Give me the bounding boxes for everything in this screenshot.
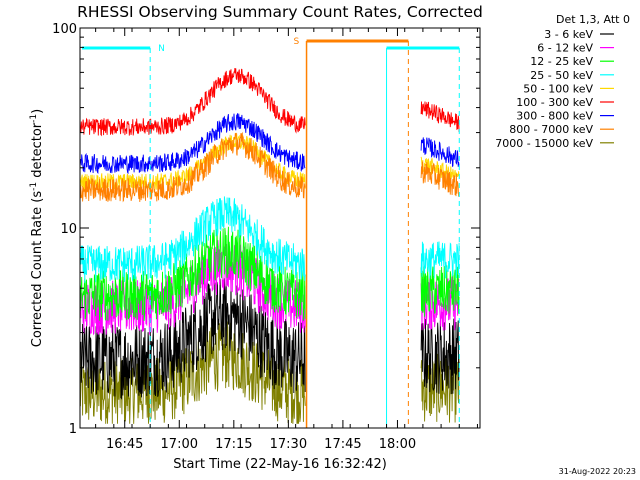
legend-label: 25 - 50 keV [530, 69, 593, 82]
data-layer [79, 67, 460, 424]
legend-title: Det 1,3, Att 0 [556, 13, 630, 26]
series-line [79, 196, 306, 284]
timestamp: 31-Aug-2022 20:23 [559, 467, 636, 476]
x-tick-label: 17:00 [161, 437, 198, 452]
x-tick-label: 18:00 [379, 437, 416, 452]
legend-label: 12 - 25 keV [530, 55, 593, 68]
y-axis-label-close: ) [30, 109, 45, 114]
series-line [79, 321, 306, 424]
saa-label: S [294, 37, 300, 47]
y-axis-label-main: Corrected Count Rate (s [30, 191, 45, 348]
y-axis-label-sup-2: -1 [29, 114, 39, 123]
y-axis-label-mid: detector [30, 122, 45, 182]
series-line [420, 101, 460, 133]
series-line [420, 241, 460, 279]
y-tick-label: 10 [60, 222, 77, 237]
x-tick-label: 16:45 [106, 437, 143, 452]
series-line [420, 161, 460, 197]
series-line [79, 113, 306, 175]
y-tick-label: 100 [52, 22, 77, 37]
legend-label: 800 - 7000 keV [509, 123, 593, 136]
chart-title: RHESSI Observing Summary Count Rates, Co… [77, 3, 483, 21]
series-line [79, 131, 306, 203]
y-axis-label-sup: -1 [29, 182, 39, 191]
series-line [420, 265, 460, 317]
legend-label: 6 - 12 keV [537, 42, 593, 55]
legend-label: 50 - 100 keV [523, 82, 593, 95]
series-line [79, 277, 306, 400]
x-tick-label: 17:45 [324, 437, 361, 452]
overlay-layer: NS [82, 37, 460, 428]
series-line [420, 137, 460, 168]
night-label: N [158, 44, 165, 54]
axes-layer: 1 10 100 16:45 17:00 17:15 17:30 17:45 18:00 [52, 22, 480, 452]
series-line [79, 67, 306, 137]
legend-label: 3 - 6 keV [544, 28, 593, 41]
legend-label: 100 - 300 keV [516, 96, 593, 109]
legend-label: 7000 - 15000 keV [495, 137, 593, 150]
y-tick-label: 1 [69, 422, 77, 437]
x-axis-label: Start Time (22-May-16 16:32:42) [173, 457, 387, 472]
y-axis-label: Corrected Count Rate (s-1 detector-1) [29, 109, 45, 347]
legend-label: 300 - 800 keV [516, 110, 593, 123]
series-line [420, 318, 460, 395]
x-tick-label: 17:30 [270, 437, 307, 452]
x-tick-label: 17:15 [215, 437, 252, 452]
